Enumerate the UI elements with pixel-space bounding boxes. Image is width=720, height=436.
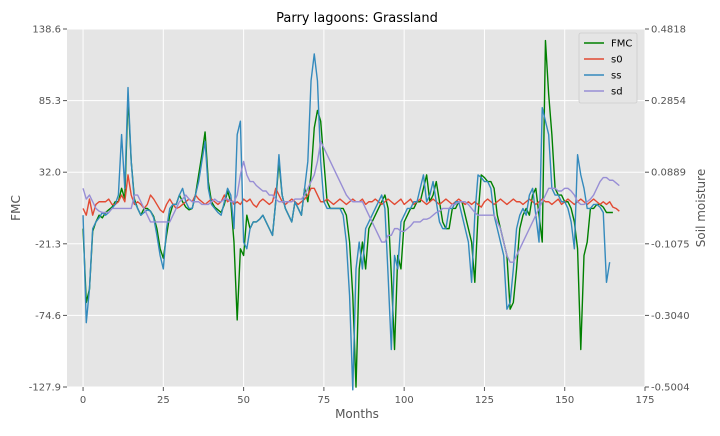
x-axis-label: Months	[335, 407, 379, 421]
x-tick-label: 0	[80, 395, 86, 406]
legend: FMC s0 ss sd	[578, 32, 638, 104]
x-tick-label: 50	[237, 395, 250, 406]
y-right-tick-label: 0.2854	[651, 96, 686, 107]
legend-label-s0: s0	[611, 55, 623, 66]
series-line-ss	[82, 53, 611, 391]
y-tick-label: -127.9	[29, 383, 61, 394]
y-right-tick-label: -0.1075	[651, 239, 690, 250]
y-tick-label: 85.3	[39, 96, 61, 107]
x-tick-label: 125	[475, 395, 494, 406]
axes: 0 25 50 75 100 125 150 175 138.6 85.3 32.0 -21.3 -74…	[29, 25, 690, 407]
legend-label-ss: ss	[611, 71, 621, 82]
x-tick-label: 75	[318, 395, 331, 406]
x-tick-label: 100	[395, 395, 414, 406]
legend-label-sd: sd	[611, 87, 623, 98]
series-layer	[82, 39, 620, 391]
x-tick-label: 150	[555, 395, 574, 406]
y-tick-label: 138.6	[32, 25, 61, 36]
y-tick-label: -74.6	[35, 311, 61, 322]
x-tick-label: 175	[635, 395, 654, 406]
chart-title: Parry lagoons: Grassland	[276, 11, 438, 26]
series-line-sd	[82, 140, 620, 263]
y-right-tick-label: -0.3040	[651, 311, 690, 322]
legend-box	[578, 32, 638, 104]
y-right-tick-label: 0.4818	[651, 25, 686, 36]
y-axis-label: FMC	[9, 195, 23, 221]
y-tick-label: -21.3	[35, 239, 61, 250]
legend-label-fmc: FMC	[611, 39, 632, 50]
y-axis-right-label: Soil moisture	[694, 169, 708, 247]
y-right-tick-label: 0.0889	[651, 168, 686, 179]
y-right-tick-label: -0.5004	[651, 383, 690, 394]
plot-area	[67, 29, 645, 387]
x-tick-label: 25	[157, 395, 170, 406]
y-tick-label: 32.0	[39, 168, 61, 179]
